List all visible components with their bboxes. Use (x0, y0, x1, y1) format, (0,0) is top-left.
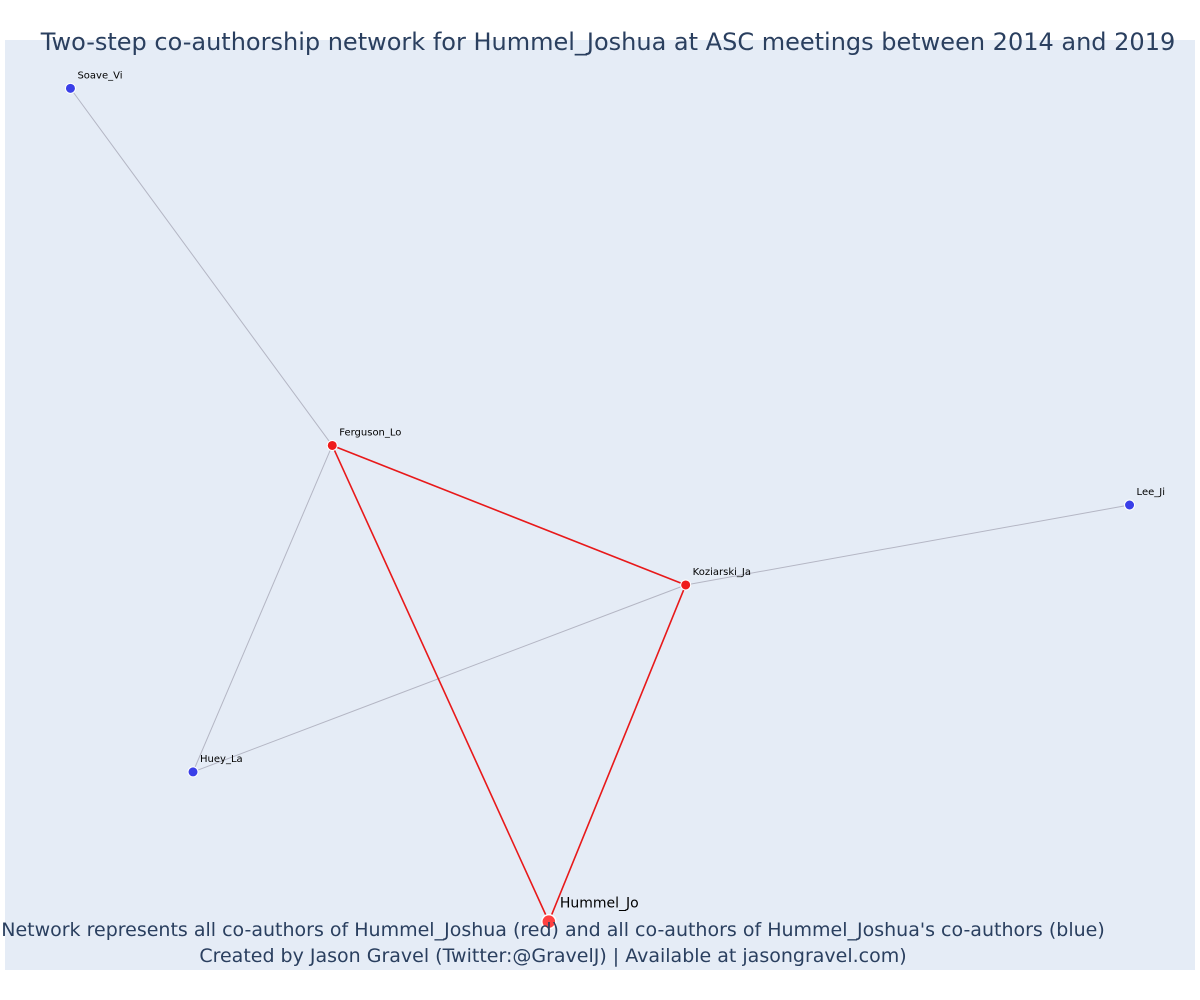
edge-Ferguson_Lo-Koziarski_Ja (331, 444, 686, 586)
node-label-Huey_La: Huey_La (200, 754, 243, 765)
node-label-Hummel_Jo: Hummel_Jo (560, 896, 639, 912)
node-Huey_La[interactable] (187, 766, 199, 778)
edge-Ferguson_Lo-Hummel_Jo (331, 445, 550, 922)
chart-annotation: Network represents all co-authors of Hum… (0, 917, 1106, 969)
node-label-Lee_Ji: Lee_Ji (1137, 487, 1165, 498)
node-Ferguson_Lo[interactable] (326, 439, 338, 451)
nodes-layer (64, 82, 1136, 930)
edge-Koziarski_Ja-Hummel_Jo (548, 584, 687, 922)
edge-Ferguson_Lo-Soave_Vi (70, 88, 333, 446)
labels-layer: Soave_Vi Ferguson_Lo Lee_Ji Koziarski_Ja Hue… (77, 70, 1165, 911)
annotation-line-1: Network represents all co-authors of Hum… (1, 919, 1105, 941)
chart-title: Two-step co-authorship network for Humme… (40, 28, 1176, 56)
node-Soave_Vi[interactable] (64, 82, 76, 94)
node-label-Soave_Vi: Soave_Vi (77, 70, 122, 81)
node-Hummel_Jo[interactable] (541, 913, 557, 930)
edge-Ferguson_Lo-Huey_La (192, 445, 333, 773)
edge-Koziarski_Ja-Huey_La (192, 584, 686, 773)
node-Lee_Ji[interactable] (1124, 499, 1136, 511)
node-Koziarski_Ja[interactable] (680, 579, 692, 591)
plot-area (5, 40, 1195, 970)
node-label-Ferguson_Lo: Ferguson_Lo (339, 427, 401, 438)
node-label-Koziarski_Ja: Koziarski_Ja (693, 567, 751, 578)
edge-Koziarski_Ja-Lee_Ji (685, 504, 1130, 586)
edges-layer (70, 88, 1130, 922)
annotation-line-2: Created by Jason Gravel (Twitter:@Gravel… (199, 945, 907, 967)
